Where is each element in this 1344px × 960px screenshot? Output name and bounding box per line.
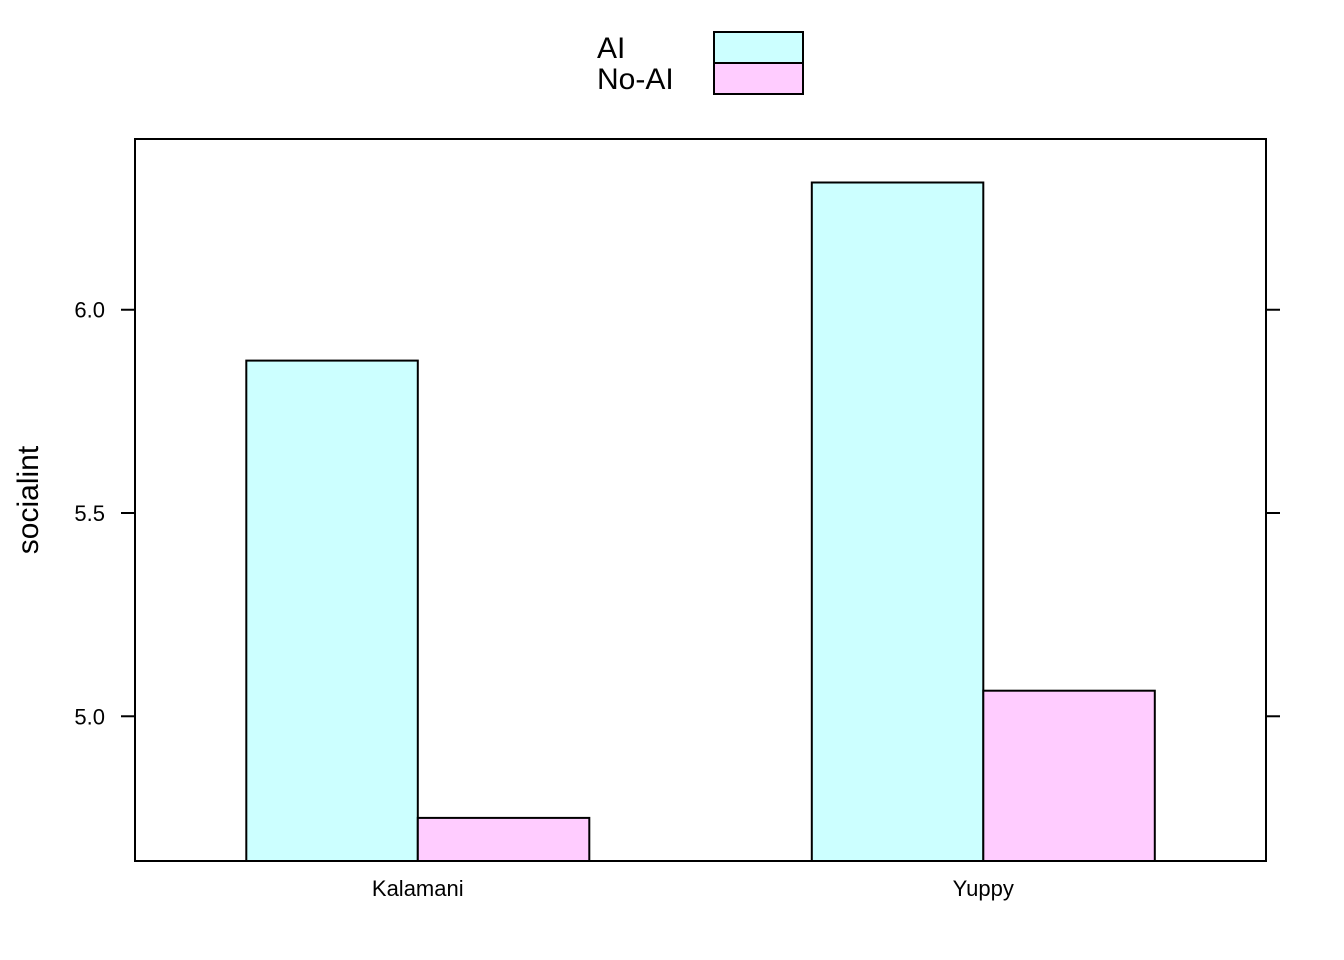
bar-kalamani-ai bbox=[245, 359, 419, 862]
legend-swatch-no-ai bbox=[713, 62, 804, 95]
y-tick-label: 6.0 bbox=[74, 298, 105, 323]
x-axis: Kalamani Yuppy bbox=[372, 876, 1014, 901]
plot-frame bbox=[134, 138, 1267, 862]
legend-label-ai: AI bbox=[597, 32, 625, 65]
x-tick-label: Kalamani bbox=[372, 876, 464, 901]
bar-yuppy-no-ai bbox=[982, 689, 1156, 863]
y-axis: 5.0 5.5 6.0 bbox=[74, 298, 1280, 729]
legend-label-no-ai: No-AI bbox=[597, 63, 674, 96]
legend-swatch-ai bbox=[713, 31, 804, 64]
y-axis-title: socialint bbox=[12, 445, 45, 554]
bar-kalamani-no-ai bbox=[416, 816, 591, 863]
y-tick-label: 5.5 bbox=[74, 501, 105, 526]
x-tick-label: Yuppy bbox=[953, 876, 1014, 901]
y-tick-label: 5.0 bbox=[74, 704, 105, 729]
bars bbox=[245, 181, 1156, 863]
bar-yuppy-ai bbox=[810, 181, 985, 862]
